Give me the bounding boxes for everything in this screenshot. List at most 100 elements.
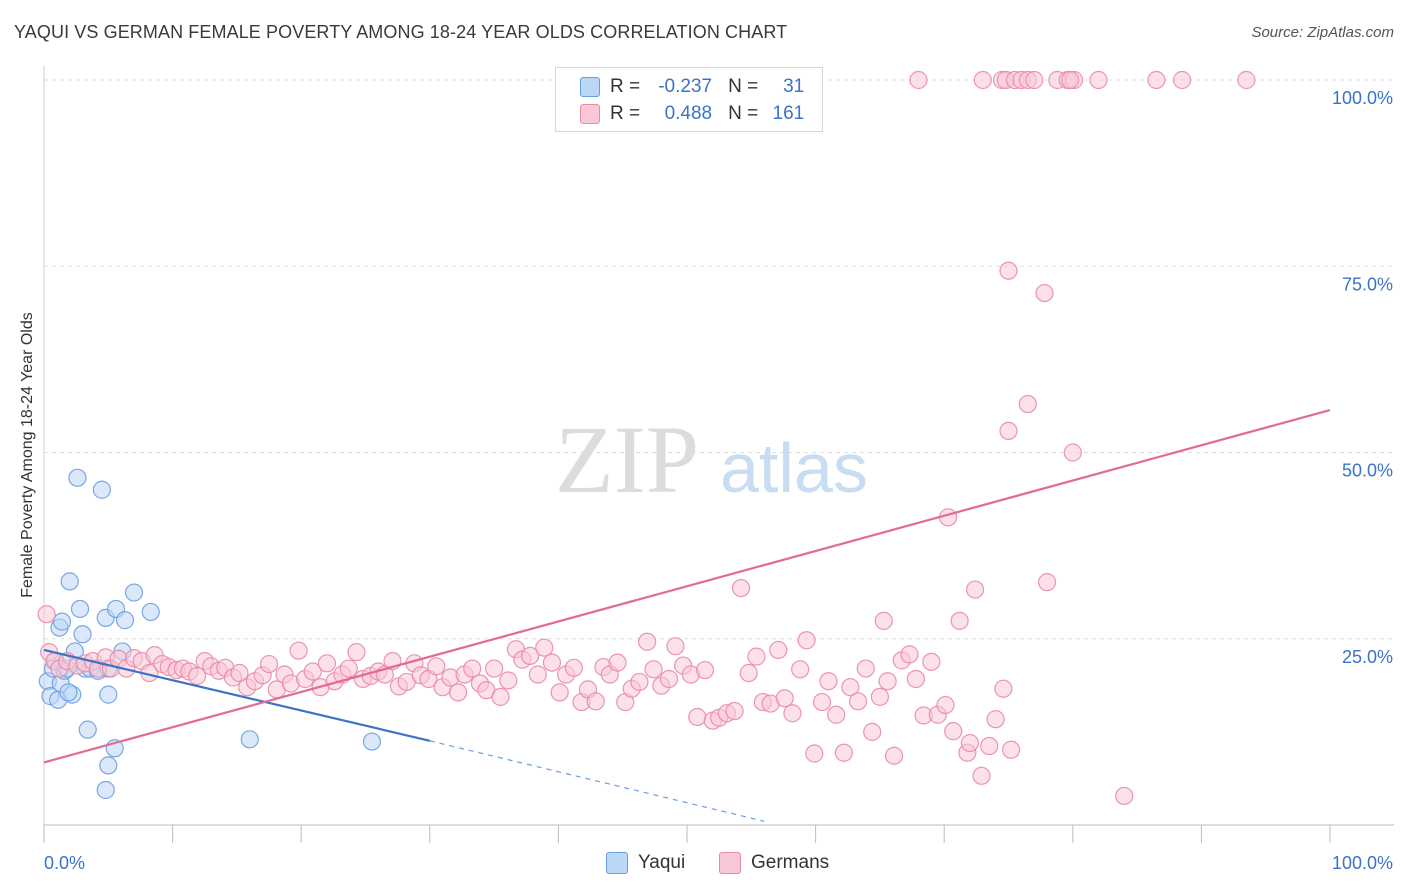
- axis-ticks: 25.0% 50.0% 75.0% 100.0% 0.0% 100.0%: [43, 88, 1393, 873]
- data-point: [769, 640, 788, 660]
- data-point: [666, 637, 685, 656]
- data-point: [900, 645, 919, 664]
- data-point: [884, 746, 904, 765]
- legend-item-yaqui[interactable]: Yaqui: [606, 852, 685, 874]
- watermark-atlas: atlas: [720, 429, 868, 507]
- data-point: [1173, 70, 1192, 90]
- data-point: [70, 599, 90, 619]
- data-point: [874, 611, 893, 630]
- data-point: [289, 641, 308, 660]
- data-point: [878, 672, 897, 691]
- data-point: [187, 666, 207, 686]
- data-point: [73, 625, 92, 644]
- trendlines: [43, 408, 1331, 822]
- data-point: [317, 654, 337, 673]
- correlation-legend: R = -0.237 N = 31 R = 0.488 N = 161: [555, 67, 823, 132]
- n-label: N =: [728, 103, 759, 124]
- r-label: R =: [610, 103, 641, 124]
- data-point: [841, 678, 860, 697]
- data-point: [499, 671, 518, 690]
- data-point: [230, 663, 249, 683]
- data-point: [1035, 283, 1054, 303]
- data-point: [115, 611, 135, 630]
- data-point: [99, 685, 118, 704]
- legend-item-germans[interactable]: Germans: [719, 852, 829, 874]
- germans-legend-label: Germans: [751, 852, 830, 873]
- data-point: [731, 578, 751, 598]
- germans-swatch: [580, 104, 600, 124]
- yaqui-legend-swatch: [606, 852, 628, 874]
- data-point: [1063, 443, 1082, 462]
- watermark-zip: ZIP: [555, 406, 699, 513]
- data-point: [564, 658, 583, 677]
- series-legend: Yaqui Germans: [0, 852, 1406, 878]
- data-point: [339, 659, 358, 678]
- data-point: [521, 646, 540, 665]
- data-point: [999, 261, 1018, 280]
- data-point: [819, 672, 838, 691]
- data-point: [59, 683, 78, 702]
- data-point: [994, 679, 1013, 698]
- data-point: [448, 683, 468, 702]
- data-point: [797, 631, 816, 650]
- data-point: [906, 669, 926, 689]
- yaqui-swatch: [580, 77, 600, 97]
- data-point: [856, 659, 875, 678]
- data-point: [68, 468, 87, 487]
- data-point: [775, 689, 794, 708]
- data-point: [630, 672, 649, 692]
- data-point: [99, 756, 118, 775]
- data-point: [783, 704, 802, 723]
- y-tick-label: 25.0%: [1342, 647, 1393, 667]
- data-point: [973, 70, 992, 90]
- germans-r-value: 0.488: [664, 103, 713, 124]
- data-point: [863, 722, 882, 741]
- data-point: [92, 480, 111, 499]
- data-point: [362, 732, 382, 751]
- data-point: [805, 744, 824, 763]
- data-point: [1147, 70, 1166, 90]
- data-point: [848, 692, 868, 711]
- y-tick-label: 50.0%: [1342, 461, 1393, 481]
- data-point: [659, 669, 679, 689]
- yaqui-n-value: 31: [783, 76, 805, 97]
- data-point: [1237, 70, 1256, 90]
- germans-legend-swatch: [719, 852, 741, 874]
- data-point: [638, 632, 657, 651]
- r-label: R =: [610, 76, 641, 97]
- data-point: [960, 733, 980, 753]
- data-point: [608, 653, 627, 672]
- data-point: [535, 638, 554, 657]
- data-point: [936, 695, 955, 715]
- germans-n-value: 161: [772, 103, 805, 124]
- data-point: [60, 572, 79, 591]
- data-point: [1061, 70, 1080, 90]
- data-point: [586, 692, 605, 711]
- data-point: [542, 653, 562, 672]
- data-point: [909, 70, 928, 90]
- data-point: [78, 720, 97, 739]
- data-point: [463, 659, 482, 678]
- gridlines: [44, 79, 1394, 640]
- data-point: [37, 605, 56, 624]
- data-point: [240, 730, 259, 749]
- data-point: [972, 766, 991, 785]
- data-point: [96, 780, 115, 800]
- chart-title: YAQUI VS GERMAN FEMALE POVERTY AMONG 18-…: [14, 22, 788, 42]
- data-point: [528, 665, 547, 684]
- data-point: [827, 705, 846, 724]
- yaqui-points: [38, 468, 382, 800]
- data-point: [491, 687, 510, 706]
- data-point: [944, 722, 963, 741]
- y-tick-label: 100.0%: [1332, 88, 1393, 108]
- data-point: [812, 692, 832, 712]
- data-point: [986, 710, 1005, 729]
- yaqui-legend-label: Yaqui: [638, 852, 686, 873]
- data-point: [1037, 573, 1057, 592]
- x-tick-label: 100.0%: [1332, 853, 1393, 873]
- data-point: [747, 647, 766, 666]
- data-point: [725, 701, 744, 721]
- data-point: [1018, 394, 1037, 414]
- data-point: [980, 736, 999, 756]
